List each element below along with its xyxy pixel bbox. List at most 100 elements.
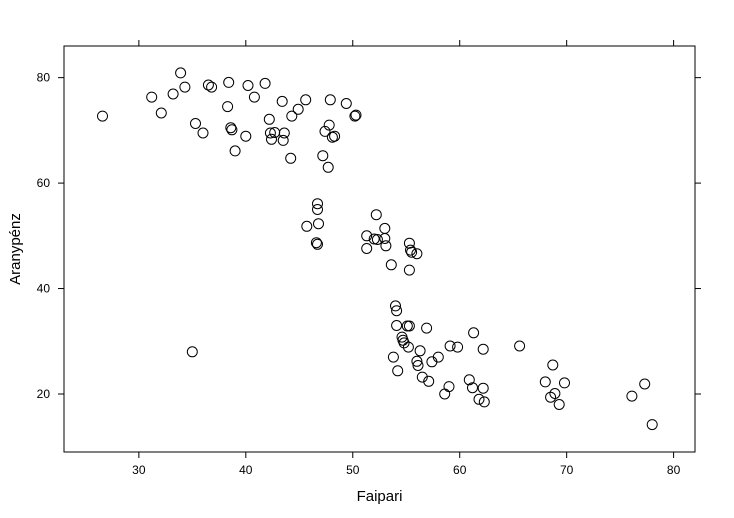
data-point — [443, 381, 455, 393]
data-point — [324, 94, 336, 106]
y-tick-label: 40 — [37, 282, 51, 296]
data-point — [411, 355, 423, 367]
data-point — [226, 124, 238, 136]
data-point — [286, 110, 298, 122]
data-point — [646, 419, 658, 431]
data-point — [340, 98, 352, 109]
data-point — [380, 240, 392, 252]
data-point — [264, 127, 276, 139]
data-point — [423, 375, 435, 387]
data-point — [97, 110, 108, 122]
data-point — [452, 341, 464, 353]
data-point — [349, 110, 361, 122]
x-tick-label: 70 — [560, 463, 574, 477]
data-point — [439, 388, 451, 400]
data-point — [403, 237, 415, 249]
data-point — [301, 220, 313, 232]
data-point — [319, 125, 331, 137]
data-point — [514, 340, 526, 352]
data-point — [276, 95, 288, 107]
data-point — [477, 343, 489, 355]
data-point — [202, 79, 214, 91]
y-tick-label: 80 — [37, 71, 51, 85]
data-point — [312, 204, 323, 215]
data-point — [402, 341, 414, 353]
data-point — [403, 264, 415, 276]
y-axis-title: Aranypénz — [7, 213, 24, 285]
data-point — [468, 327, 480, 339]
data-point — [350, 109, 362, 121]
data-point — [416, 371, 428, 383]
data-point — [391, 320, 403, 331]
data-point — [444, 340, 456, 352]
data-point — [549, 388, 561, 399]
data-point — [186, 346, 198, 358]
data-point — [370, 209, 382, 221]
data-point — [398, 337, 410, 349]
data-point — [391, 305, 403, 317]
data-point — [240, 130, 252, 142]
data-point — [278, 127, 290, 139]
data-point — [175, 67, 187, 79]
data-point — [197, 127, 209, 139]
data-point — [277, 134, 289, 146]
data-point — [361, 243, 373, 254]
data-point — [259, 77, 271, 89]
data-point — [387, 351, 399, 363]
data-point — [401, 320, 413, 332]
data-point — [639, 378, 651, 390]
data-point — [414, 345, 426, 357]
data-point — [368, 233, 380, 245]
data-point — [361, 230, 373, 242]
data-point — [300, 94, 312, 106]
data-point — [421, 322, 433, 334]
x-tick-label: 60 — [453, 463, 467, 477]
data-points — [97, 67, 658, 431]
data-point — [322, 161, 334, 173]
data-point — [312, 238, 323, 250]
x-tick-label: 30 — [132, 463, 146, 477]
data-point — [406, 246, 418, 258]
data-point — [426, 356, 438, 368]
x-axis-ticks: 30 40 50 60 70 80 — [132, 40, 681, 477]
data-point — [146, 91, 158, 103]
data-point — [248, 91, 260, 103]
data-point — [559, 377, 570, 389]
data-point — [405, 244, 416, 256]
data-point — [411, 248, 423, 260]
data-point — [379, 233, 391, 244]
data-point — [323, 119, 335, 131]
data-point — [206, 81, 218, 93]
data-point — [317, 150, 329, 162]
data-point — [329, 130, 341, 142]
data-point — [155, 107, 167, 119]
data-point — [478, 396, 490, 408]
data-point — [292, 103, 304, 115]
data-point — [412, 360, 424, 371]
data-point — [379, 222, 391, 234]
data-point — [222, 101, 234, 113]
x-tick-label: 80 — [667, 463, 681, 477]
data-point — [467, 382, 478, 394]
data-point — [385, 259, 397, 271]
x-tick-label: 40 — [239, 463, 253, 477]
data-point — [190, 118, 201, 129]
data-point — [179, 81, 191, 93]
data-point — [223, 76, 235, 88]
plot-frame — [63, 45, 696, 453]
data-point — [390, 300, 401, 312]
data-point — [313, 218, 324, 230]
data-point — [477, 382, 489, 394]
x-axis-title: Faipari — [357, 488, 403, 505]
x-tick-label: 50 — [346, 463, 360, 477]
data-point — [229, 145, 241, 157]
data-point — [266, 133, 277, 145]
y-tick-label: 60 — [37, 176, 51, 190]
data-point — [432, 351, 444, 363]
data-point — [312, 198, 323, 210]
data-point — [242, 80, 254, 91]
data-point — [545, 391, 557, 403]
data-point — [225, 122, 237, 134]
data-point — [371, 234, 383, 245]
